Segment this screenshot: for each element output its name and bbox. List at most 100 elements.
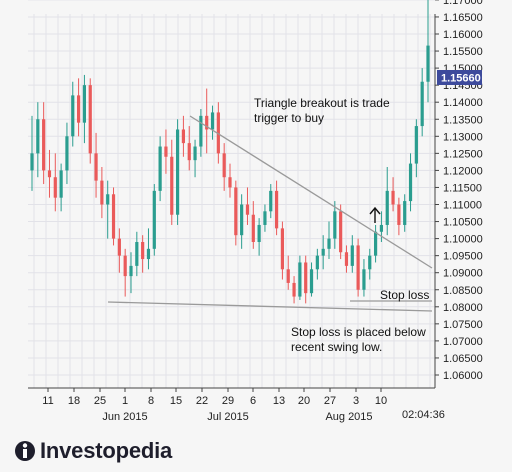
candle-body — [263, 211, 267, 225]
y-tick-label: 1.10500 — [443, 217, 483, 229]
current-price-tag-text: 1.15660 — [441, 73, 481, 85]
x-tick-label: 10 — [375, 395, 387, 407]
candle — [408, 153, 413, 212]
annotation-breakout-line1: Triangle breakout is trade — [254, 96, 390, 110]
candle-body — [76, 95, 81, 123]
x-tick-label: 29 — [222, 395, 234, 407]
candle — [205, 88, 209, 154]
candle-body — [391, 190, 395, 205]
y-tick-label: 1.13500 — [443, 114, 483, 126]
candle — [274, 180, 279, 236]
candle — [292, 276, 296, 304]
candle — [234, 180, 238, 246]
candle — [403, 194, 407, 232]
y-tick-label: 1.08000 — [443, 302, 483, 314]
candle — [309, 262, 314, 297]
y-tick-label: 1.12500 — [443, 148, 483, 160]
candle-body — [146, 248, 151, 260]
candle-body — [106, 194, 110, 205]
candle-body — [292, 282, 296, 297]
candle — [141, 235, 145, 273]
candle-body — [36, 119, 40, 154]
candle-body — [403, 201, 407, 225]
candle-body — [274, 190, 279, 229]
candle-body — [240, 204, 244, 236]
y-tick-label: 1.17000 — [443, 0, 483, 7]
investopedia-brand[interactable]: Investopedia — [14, 436, 172, 466]
candle-body — [280, 228, 285, 270]
candle-body — [327, 238, 331, 249]
candle-body — [362, 269, 366, 290]
candle-body — [111, 194, 116, 239]
x-tick-label: 22 — [196, 395, 208, 407]
candle — [100, 166, 104, 219]
grid-lines — [28, 0, 435, 388]
y-tick-label: 1.09000 — [443, 268, 483, 280]
candle-body — [53, 177, 57, 198]
candle-body — [251, 214, 255, 243]
candle-body — [339, 211, 343, 253]
candle — [181, 115, 186, 157]
candle — [321, 235, 325, 270]
candle — [158, 136, 162, 202]
time-label-text: 02:04:36 — [402, 409, 445, 421]
candle — [327, 221, 331, 260]
candle-body — [94, 153, 98, 181]
y-tick-label: 1.08500 — [443, 285, 483, 297]
candle-body — [30, 153, 34, 171]
candle — [333, 201, 337, 249]
candle-body — [42, 119, 46, 171]
y-tick-label: 1.12000 — [443, 165, 483, 177]
candle-body — [333, 211, 337, 239]
candle-body — [245, 204, 250, 215]
candle — [251, 201, 255, 249]
y-tick-label: 1.06500 — [443, 353, 483, 365]
breakout-up-arrow-icon — [369, 206, 381, 223]
candle — [269, 184, 273, 219]
candle-body — [315, 255, 319, 270]
candle-body — [309, 269, 314, 294]
y-tick-label: 1.07500 — [443, 319, 483, 331]
trendlines — [107, 115, 433, 312]
x-tick-label: 3 — [353, 395, 359, 407]
candle-body — [222, 153, 226, 178]
current-price-tag: 1.15660 — [437, 70, 482, 85]
candle — [222, 143, 226, 191]
candle-body — [408, 163, 413, 202]
candle — [368, 248, 372, 280]
x-tick-label: 25 — [94, 395, 106, 407]
candle — [123, 248, 127, 297]
candle-body — [141, 242, 145, 260]
candle — [304, 255, 308, 304]
candle-body — [152, 190, 156, 249]
candle-body — [216, 112, 220, 154]
y-tick-label: 1.13000 — [443, 131, 483, 143]
x-tick-label: 11 — [42, 395, 53, 407]
candle — [82, 74, 87, 144]
candle — [426, 0, 430, 103]
candle — [164, 129, 168, 174]
candle-body — [175, 129, 180, 215]
candle-body — [164, 146, 168, 157]
x-tick-label: 8 — [148, 395, 154, 407]
triangle-lower-trendline — [107, 301, 433, 312]
candle-body — [350, 245, 354, 266]
candle-body — [269, 190, 273, 212]
triangle-upper-trendline — [189, 115, 433, 269]
candle-body — [47, 170, 52, 178]
y-tick-label: 1.14000 — [443, 97, 483, 109]
candle — [47, 149, 52, 198]
candle — [76, 78, 81, 137]
candle-body — [368, 255, 372, 270]
y-tick-label: 1.06000 — [443, 370, 483, 382]
candle-body — [228, 177, 232, 188]
annotation-stop-loss: Stop loss — [380, 288, 429, 302]
candle — [216, 102, 220, 164]
candle — [146, 228, 151, 270]
candle-body — [205, 115, 209, 130]
candle — [117, 228, 121, 273]
x-month-label: Aug 2015 — [325, 411, 372, 423]
candle-body — [117, 238, 121, 256]
candle — [414, 119, 418, 178]
